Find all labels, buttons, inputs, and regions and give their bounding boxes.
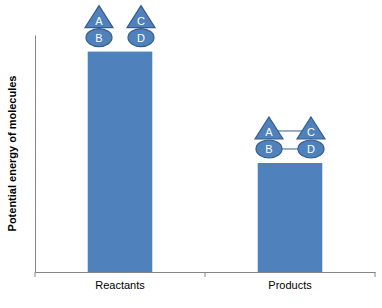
atom-label: C [307, 126, 315, 138]
bar [88, 52, 153, 272]
circle-atom [256, 140, 282, 158]
atom-label: B [95, 32, 102, 44]
circle-atom [128, 29, 154, 47]
x-tick: Products [268, 272, 312, 291]
circle-atom [298, 140, 324, 158]
atom-label: B [265, 143, 272, 155]
y-axis-line [35, 36, 36, 273]
molecule-group: AB CD [85, 6, 155, 47]
bar [258, 163, 323, 272]
atom-label: C [137, 15, 145, 27]
category-divider [375, 272, 376, 277]
x-axis: Reactants Products [36, 272, 376, 291]
category-dividers [35, 272, 375, 277]
triangle-atom [85, 6, 113, 28]
circle-atom [86, 29, 112, 47]
category-divider [205, 272, 206, 277]
chart: Reactants Products Potential energy of mol… [0, 0, 382, 308]
atom-label: D [307, 143, 315, 155]
molecule-group: A C B D [255, 117, 325, 158]
x-tick-label: Reactants [95, 279, 145, 291]
bars [88, 52, 323, 272]
triangle-atom [127, 6, 155, 28]
molecules: ABCDACBD [85, 6, 325, 158]
x-tick: Reactants [95, 272, 145, 291]
atom-label: A [265, 126, 273, 138]
category-divider [35, 272, 36, 277]
atom-label: A [95, 15, 103, 27]
x-tick-label: Products [268, 279, 312, 291]
y-axis-title: Potential energy of molecules [6, 76, 18, 232]
y-axis [35, 36, 36, 273]
atom-label: D [137, 32, 145, 44]
triangle-atom [255, 117, 283, 139]
triangle-atom [297, 117, 325, 139]
